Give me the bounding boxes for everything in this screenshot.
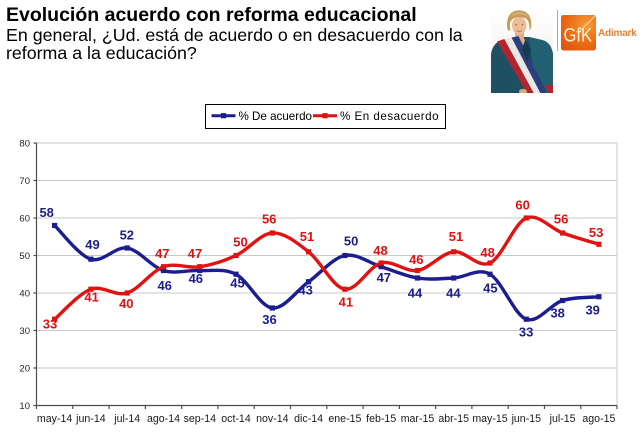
svg-text:80: 80 <box>19 138 30 149</box>
svg-text:45: 45 <box>483 281 497 296</box>
svg-text:jul-15: jul-15 <box>549 413 576 425</box>
svg-text:jun-15: jun-15 <box>511 413 542 425</box>
svg-text:70: 70 <box>19 176 30 187</box>
svg-text:47: 47 <box>155 246 169 261</box>
svg-text:52: 52 <box>120 228 134 243</box>
svg-text:may-14: may-14 <box>37 413 72 425</box>
svg-text:60: 60 <box>19 213 30 224</box>
svg-text:oct-14: oct-14 <box>221 413 251 425</box>
svg-text:jul-14: jul-14 <box>113 413 140 425</box>
svg-text:GfK: GfK <box>563 26 592 47</box>
svg-text:% En desacuerdo: % En desacuerdo <box>340 110 439 123</box>
svg-text:45: 45 <box>230 276 244 291</box>
svg-text:ago-14: ago-14 <box>147 413 180 425</box>
svg-text:may-15: may-15 <box>472 413 507 425</box>
svg-text:41: 41 <box>339 295 353 310</box>
svg-text:40: 40 <box>19 288 30 299</box>
svg-text:33: 33 <box>43 317 57 332</box>
svg-text:33: 33 <box>519 325 533 340</box>
svg-text:30: 30 <box>19 326 30 337</box>
svg-text:43: 43 <box>298 283 312 298</box>
svg-text:48: 48 <box>480 245 494 260</box>
svg-text:20: 20 <box>19 363 30 374</box>
svg-text:48: 48 <box>373 243 387 258</box>
svg-text:46: 46 <box>409 252 423 267</box>
svg-text:40: 40 <box>119 296 133 311</box>
svg-text:sep-14: sep-14 <box>184 413 216 425</box>
svg-text:10: 10 <box>19 401 30 412</box>
svg-text:60: 60 <box>515 197 529 212</box>
svg-text:51: 51 <box>300 229 314 244</box>
svg-text:38: 38 <box>550 306 564 321</box>
svg-text:58: 58 <box>39 205 53 220</box>
svg-text:50: 50 <box>233 234 247 249</box>
svg-text:53: 53 <box>589 225 603 240</box>
svg-text:56: 56 <box>262 211 276 226</box>
svg-text:ene-15: ene-15 <box>328 413 361 425</box>
svg-text:47: 47 <box>377 270 391 285</box>
svg-text:% De acuerdo: % De acuerdo <box>239 110 312 123</box>
svg-text:mar-15: mar-15 <box>401 413 435 425</box>
svg-text:ago-15: ago-15 <box>582 413 615 425</box>
svg-text:44: 44 <box>408 286 423 301</box>
svg-text:nov-14: nov-14 <box>256 413 288 425</box>
svg-text:46: 46 <box>157 278 171 293</box>
svg-text:39: 39 <box>585 302 599 317</box>
svg-text:36: 36 <box>262 312 276 327</box>
svg-text:49: 49 <box>85 237 99 252</box>
svg-text:dic-14: dic-14 <box>294 413 323 425</box>
svg-text:50: 50 <box>19 251 30 262</box>
svg-text:50: 50 <box>344 233 358 248</box>
svg-text:47: 47 <box>188 246 202 261</box>
svg-text:51: 51 <box>449 229 463 244</box>
svg-text:jun-14: jun-14 <box>75 413 106 425</box>
svg-text:44: 44 <box>446 286 461 301</box>
svg-text:56: 56 <box>554 211 568 226</box>
svg-text:46: 46 <box>189 271 203 286</box>
svg-text:41: 41 <box>84 290 98 305</box>
svg-text:abr-15: abr-15 <box>438 413 469 425</box>
svg-text:feb-15: feb-15 <box>366 413 396 425</box>
